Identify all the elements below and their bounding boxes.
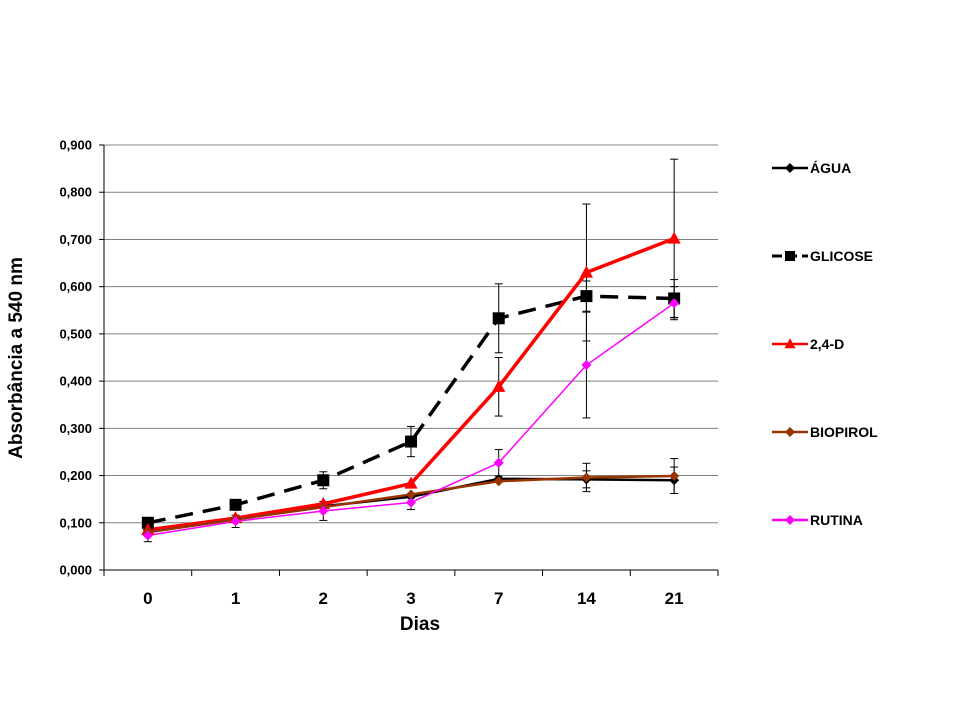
legend-marker-agua — [785, 163, 795, 173]
legend-label-agua: ÁGUA — [810, 160, 851, 176]
y-tick-label: 0,600 — [59, 279, 92, 294]
y-tick-label: 0,000 — [59, 563, 92, 578]
y-axis-ticks: 0,000 0,100 0,200 0,300 0,400 0,500 0,600 0,700… — [59, 138, 104, 578]
x-tick-label: 2 — [319, 589, 328, 608]
data-point-2-4-d — [579, 265, 594, 278]
y-tick-label: 0,100 — [59, 515, 92, 530]
legend-label-rutina: RUTINA — [810, 512, 863, 528]
legend-label-biopirol: BIOPIROL — [810, 424, 878, 440]
x-tick-label: 1 — [231, 589, 240, 608]
data-point-rutina — [406, 497, 416, 508]
x-axis-title: Dias — [400, 614, 440, 635]
data-point-rutina — [581, 360, 592, 371]
grid-lines — [104, 144, 718, 524]
data-point-glicose — [229, 498, 242, 511]
legend: ÁGUA GLICOSE 2,4-D BIOPIROL RUTINA — [772, 160, 878, 528]
data-point-biopirol — [669, 471, 680, 482]
x-tick-label: 21 — [665, 589, 684, 608]
data-point-2-4-d — [404, 476, 418, 489]
x-tick-label: 0 — [143, 589, 152, 608]
x-tick-label: 14 — [577, 589, 596, 608]
x-tick-label: 7 — [494, 589, 503, 608]
x-axis-ticks: 0 1 2 3 7 14 21 — [103, 570, 719, 608]
legend-marker-glicose — [785, 251, 795, 261]
axes — [103, 145, 718, 571]
data-point-2-4-d — [667, 231, 681, 244]
legend-marker-biopirol — [785, 427, 795, 437]
data-point-rutina — [142, 530, 153, 541]
data-point-glicose — [141, 516, 154, 529]
series-line-glicose — [147, 294, 675, 525]
y-tick-label: 0,200 — [59, 468, 92, 483]
y-tick-label: 0,500 — [59, 326, 92, 341]
data-point-biopirol — [581, 472, 592, 483]
data-point-biopirol — [406, 489, 416, 500]
data-point-biopirol — [493, 476, 504, 487]
legend-marker-2-4-d — [784, 338, 796, 349]
y-axis-title: Absorbância a 540 nm — [6, 257, 27, 459]
legend-marker-rutina — [785, 515, 795, 525]
y-tick-label: 0,900 — [59, 138, 92, 153]
data-point-rutina — [318, 505, 329, 516]
data-point-2-4-d — [492, 379, 506, 392]
data-point-glicose — [580, 290, 593, 303]
legend-label-glicose: GLICOSE — [810, 248, 873, 264]
y-tick-label: 0,300 — [59, 421, 92, 436]
data-point-rutina — [230, 516, 241, 527]
data-point-glicose — [405, 435, 417, 448]
data-point-rutina — [669, 298, 680, 309]
data-point-glicose — [492, 312, 505, 325]
y-tick-label: 0,700 — [59, 232, 92, 247]
x-tick-label: 3 — [406, 589, 415, 608]
data-point-rutina — [493, 457, 504, 468]
legend-label-2-4-d: 2,4-D — [810, 336, 844, 352]
series-markers — [141, 231, 681, 541]
data-point-glicose — [317, 474, 330, 487]
y-tick-label: 0,400 — [59, 374, 92, 389]
y-tick-label: 0,800 — [59, 185, 92, 200]
